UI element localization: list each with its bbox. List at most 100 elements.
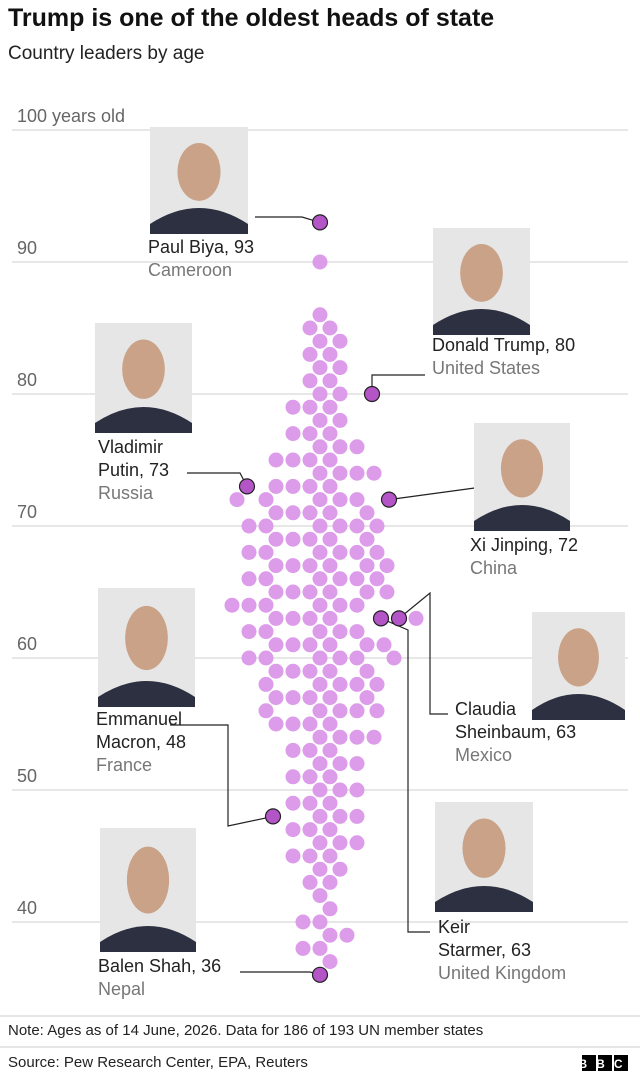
- dot: [285, 452, 301, 468]
- annotation: Xi Jinping, 72 China: [470, 534, 578, 580]
- dot: [332, 412, 348, 428]
- dot: [366, 729, 382, 745]
- dot: [359, 690, 375, 706]
- photo: [150, 127, 248, 234]
- annotation-label: Emmanuel Macron, 48: [96, 709, 187, 752]
- dot: [285, 690, 301, 706]
- dot: [241, 544, 257, 560]
- dot: [349, 571, 365, 587]
- annotation: Balen Shah, 36 Nepal: [98, 955, 221, 1001]
- dot: [359, 531, 375, 547]
- annotation-label: Balen Shah, 36: [98, 956, 222, 976]
- photo: [532, 612, 625, 720]
- photo-head: [126, 846, 170, 914]
- photo: [100, 828, 196, 952]
- dot: [312, 676, 328, 692]
- dot: [369, 544, 385, 560]
- annotation-label: Xi Jinping, 72: [470, 535, 579, 555]
- photo-shoulders: [435, 886, 533, 912]
- dot: [285, 558, 301, 574]
- dot: [268, 505, 284, 521]
- dot: [386, 650, 402, 666]
- annotation-country: Mexico: [455, 745, 513, 765]
- dot: [322, 373, 338, 389]
- dot: [332, 756, 348, 772]
- dot: [312, 650, 328, 666]
- photo-head: [558, 628, 599, 687]
- dot: [302, 742, 318, 758]
- logo-box: [614, 1055, 628, 1071]
- photo-shoulders: [532, 694, 625, 720]
- dot: [285, 822, 301, 838]
- dot: [302, 505, 318, 521]
- dot: [302, 795, 318, 811]
- dot: [312, 518, 328, 534]
- dot: [349, 439, 365, 455]
- dot: [349, 835, 365, 851]
- photo: [435, 802, 533, 912]
- dot: [302, 373, 318, 389]
- dot: [322, 426, 338, 442]
- dot: [285, 716, 301, 732]
- dot: [332, 571, 348, 587]
- dot: [322, 690, 338, 706]
- dot: [312, 888, 328, 904]
- annotation-label: Paul Biya, 93: [148, 237, 255, 257]
- dot: [359, 637, 375, 653]
- dot: [241, 650, 257, 666]
- dot: [379, 584, 395, 600]
- dot: [349, 597, 365, 613]
- dot: [359, 558, 375, 574]
- leader-line: [187, 472, 248, 487]
- dot: [302, 584, 318, 600]
- photo: [474, 423, 570, 531]
- photo: [95, 323, 192, 433]
- dot: [349, 518, 365, 534]
- dot: [312, 597, 328, 613]
- dot: [241, 518, 257, 534]
- dot: [349, 756, 365, 772]
- dot: [332, 676, 348, 692]
- dot: [268, 478, 284, 494]
- dot: [302, 346, 318, 362]
- photo-shoulders: [433, 309, 530, 335]
- dot: [258, 571, 274, 587]
- dot: [322, 795, 338, 811]
- dot: [349, 650, 365, 666]
- highlight-dot: [380, 491, 398, 508]
- dot: [322, 716, 338, 732]
- dot: [332, 333, 348, 349]
- dot: [268, 558, 284, 574]
- dot: [322, 927, 338, 943]
- annotation: Keir Starmer, 63 United Kingdom: [438, 916, 566, 985]
- y-tick-label: 90: [17, 238, 37, 258]
- highlight-dot: [238, 478, 256, 495]
- dot: [268, 610, 284, 626]
- annotation: Emmanuel Macron, 48 France: [96, 708, 196, 777]
- dot: [285, 531, 301, 547]
- chart-subtitle: Country leaders by age: [8, 43, 205, 64]
- dot: [285, 399, 301, 415]
- dot: [241, 624, 257, 640]
- dot: [322, 505, 338, 521]
- dot: [349, 729, 365, 745]
- dot: [302, 848, 318, 864]
- dot: [332, 544, 348, 560]
- source: Source: Pew Research Center, EPA, Reuter…: [8, 1054, 308, 1071]
- dot: [295, 914, 311, 930]
- dot: [322, 663, 338, 679]
- dot: [285, 637, 301, 653]
- dot: [322, 901, 338, 917]
- dot: [332, 597, 348, 613]
- dot: [302, 637, 318, 653]
- dot: [285, 584, 301, 600]
- highlight-dot: [311, 214, 329, 231]
- dot: [322, 848, 338, 864]
- dot: [302, 822, 318, 838]
- dot: [241, 571, 257, 587]
- dot: [302, 874, 318, 890]
- dot: [302, 399, 318, 415]
- dot: [312, 333, 328, 349]
